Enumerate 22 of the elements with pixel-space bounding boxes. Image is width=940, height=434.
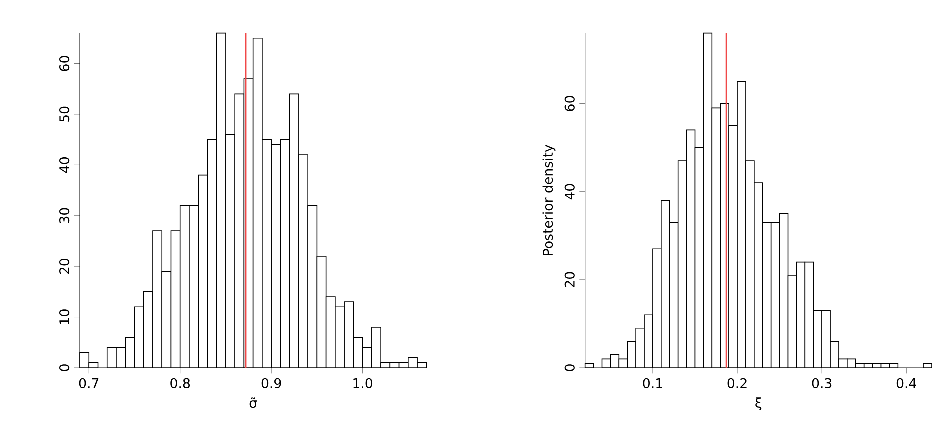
x-tick-label: 1.0 [354, 378, 373, 388]
y-tick-label: 20 [60, 258, 70, 274]
x-tick-label: 0.7 [79, 378, 99, 388]
y-tick-label: 40 [564, 184, 575, 200]
y-tick-label: 10 [60, 310, 70, 324]
x-axis-title: ξ [756, 398, 762, 411]
x-tick-label: 0.1 [643, 378, 662, 388]
x-axis-title: σ̃ [250, 398, 258, 408]
x-tick-label: 0.4 [896, 378, 916, 388]
y-axis-title: Posterior density [542, 145, 556, 256]
y-tick-label: 0 [60, 364, 70, 372]
y-tick-label: 60 [60, 56, 70, 72]
y-tick-label: 50 [60, 106, 70, 122]
x-tick-label: 0.8 [170, 378, 190, 388]
y-tick-label: 0 [564, 364, 575, 372]
y-tick-label: 40 [60, 158, 70, 173]
y-tick-label: 20 [564, 272, 575, 288]
x-tick-label: 0.9 [262, 378, 282, 388]
y-tick-label: 30 [60, 208, 70, 224]
x-tick-label: 0.3 [812, 378, 832, 388]
y-tick-label: 60 [564, 96, 575, 112]
x-tick-label: 0.2 [728, 378, 747, 388]
